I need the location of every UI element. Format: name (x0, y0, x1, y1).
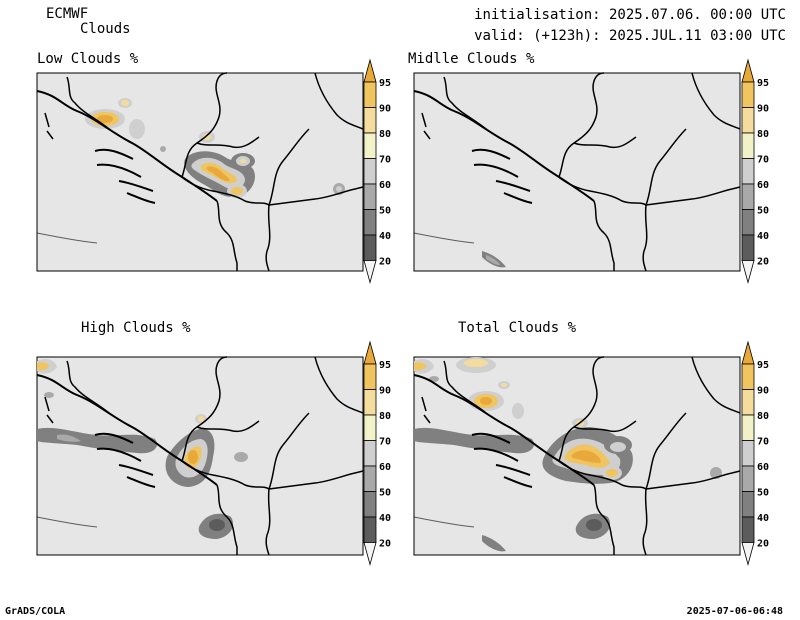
panel-title-low: Low Clouds % (37, 51, 139, 67)
colorbar-segment (741, 542, 755, 567)
colorbar-segment (741, 491, 755, 518)
colorbar-total: 95 90 80 70 60 50 40 20 (741, 340, 769, 567)
colorbar-label: 50 (379, 488, 391, 499)
colorbar-segment (741, 516, 755, 543)
panel-title-middle: Midlle Clouds % (408, 51, 535, 67)
cloud-cells-total (414, 357, 722, 552)
colorbar-segment (741, 389, 755, 416)
colorbar-segment (363, 340, 377, 365)
colorbar-label: 95 (757, 360, 769, 371)
colorbar-label: 80 (379, 129, 391, 140)
colorbar-label: 95 (379, 360, 391, 371)
colorbar-segment (741, 440, 755, 467)
panel-low (36, 72, 364, 272)
colorbar-label: 40 (379, 513, 391, 524)
colorbar-label: 20 (379, 539, 391, 550)
colorbar-label: 20 (757, 257, 769, 268)
product-name: Clouds (80, 21, 131, 37)
colorbar-segment (741, 340, 755, 365)
footer-software: GrADS/COLA (5, 606, 66, 617)
colorbar-segment (363, 516, 377, 543)
colorbar-label: 80 (757, 411, 769, 422)
colorbar-segment (741, 363, 755, 390)
colorbar-segment (741, 58, 755, 83)
colorbar-segment (741, 158, 755, 185)
colorbar-segment (741, 132, 755, 159)
colorbar-label: 80 (379, 411, 391, 422)
colorbar-segment (363, 81, 377, 108)
colorbar-label: 70 (757, 155, 769, 166)
colorbar-label: 70 (757, 437, 769, 448)
map-frame-middle (413, 72, 741, 272)
colorbar-label: 90 (757, 386, 769, 397)
colorbar-label: 50 (757, 206, 769, 217)
colorbar-label: 20 (757, 539, 769, 550)
colorbar-segment (363, 183, 377, 210)
colorbar-label: 60 (757, 462, 769, 473)
colorbar-label: 95 (757, 78, 769, 89)
colorbar-segment (363, 158, 377, 185)
colorbar-label: 50 (379, 206, 391, 217)
colorbar-segment (363, 234, 377, 261)
colorbar-segment (363, 389, 377, 416)
colorbar-label: 95 (379, 78, 391, 89)
colorbar-label: 40 (757, 231, 769, 242)
panel-high (36, 356, 364, 556)
colorbar-label: 50 (757, 488, 769, 499)
colorbar-low: 95 90 80 70 60 50 40 20 (363, 58, 391, 285)
colorbar-segment (363, 542, 377, 567)
colorbar-label: 70 (379, 437, 391, 448)
cloud-cells-middle (482, 251, 506, 268)
colorbar-segment (363, 363, 377, 390)
colorbar-segment (741, 209, 755, 236)
colorbar-middle: 95 90 80 70 60 50 40 20 (741, 58, 769, 285)
colorbar-label: 60 (757, 180, 769, 191)
colorbar-segment (741, 465, 755, 492)
colorbar-segment (363, 107, 377, 134)
colorbar-label: 90 (379, 104, 391, 115)
model-name: ECMWF (46, 6, 89, 22)
colorbar-label: 40 (379, 231, 391, 242)
colorbar-label: 90 (757, 104, 769, 115)
panel-title-high: High Clouds % (81, 320, 191, 336)
panel-title-total: Total Clouds % (458, 320, 577, 336)
colorbar-label: 70 (379, 155, 391, 166)
colorbar-segment (363, 209, 377, 236)
colorbar-segment (741, 183, 755, 210)
colorbar-segment (741, 234, 755, 261)
colorbar-segment (741, 107, 755, 134)
colorbar-segment (363, 414, 377, 441)
colorbar-segment (741, 260, 755, 285)
colorbar-segment (363, 440, 377, 467)
colorbar-label: 60 (379, 180, 391, 191)
colorbar-segment (363, 132, 377, 159)
footer-timestamp: 2025-07-06-06:48 (686, 606, 783, 617)
colorbar-segment (741, 81, 755, 108)
colorbar-label: 60 (379, 462, 391, 473)
colorbar-segment (363, 491, 377, 518)
colorbar-segment (363, 58, 377, 83)
panel-total (413, 356, 741, 556)
colorbars: 95 90 80 70 60 50 40 20 95 90 80 70 60 50 40 20 95 90 80 70… (363, 58, 769, 567)
init-time: initialisation: 2025.07.06. 00:00 UTC (474, 7, 786, 23)
colorbar-high: 95 90 80 70 60 50 40 20 (363, 340, 391, 567)
colorbar-segment (363, 465, 377, 492)
colorbar-segment (741, 414, 755, 441)
colorbar-label: 40 (757, 513, 769, 524)
colorbar-label: 90 (379, 386, 391, 397)
colorbar-segment (363, 260, 377, 285)
colorbar-label: 20 (379, 257, 391, 268)
colorbar-label: 80 (757, 129, 769, 140)
panel-middle (413, 72, 741, 272)
valid-time: valid: (+123h): 2025.JUL.11 03:00 UTC (474, 28, 786, 44)
